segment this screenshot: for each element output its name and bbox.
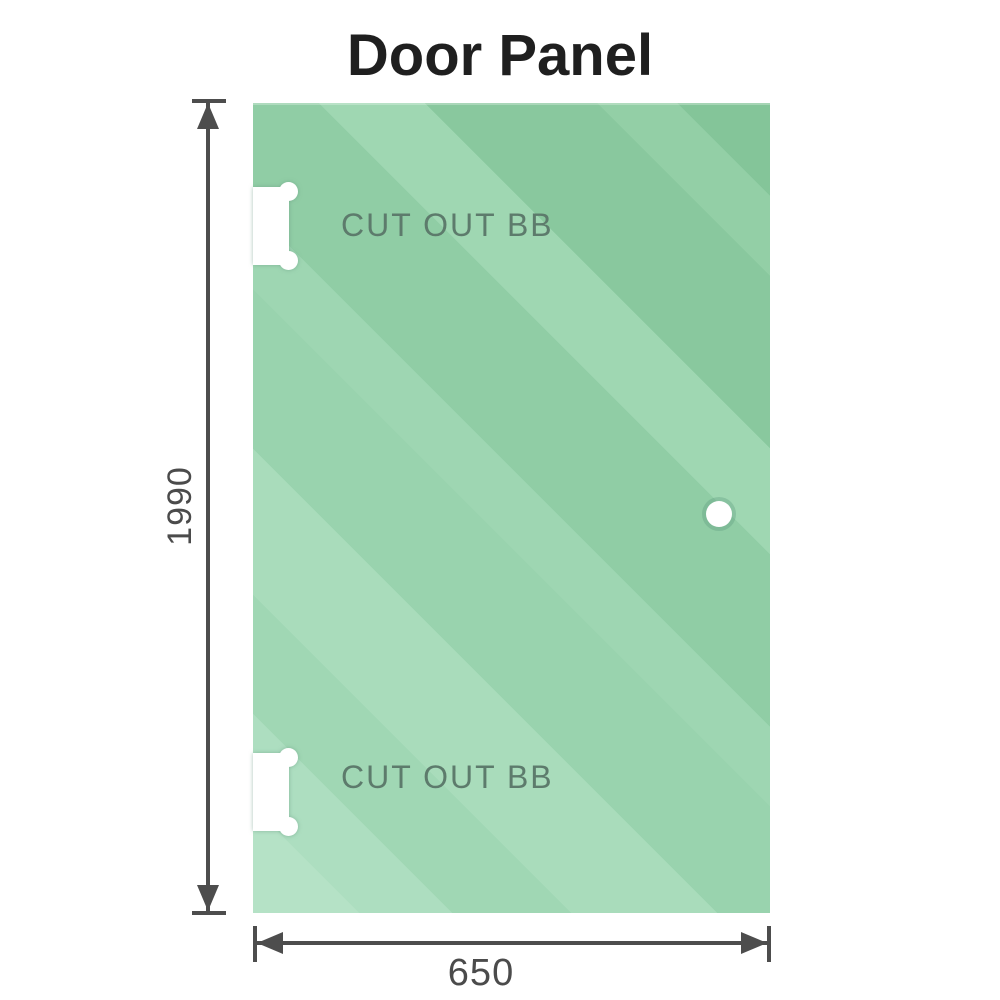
width-arrow-right-icon	[741, 932, 767, 954]
handle-hole	[706, 501, 732, 527]
hinge-cutout-top-bump-upper	[279, 182, 298, 201]
height-dimension-line	[206, 103, 210, 911]
height-arrow-up-icon	[197, 103, 219, 129]
height-dimension-value: 1990	[160, 466, 199, 546]
hinge-cutout-top-bump-lower	[279, 251, 298, 270]
glass-panel: CUT OUT BB CUT OUT BB	[253, 103, 770, 913]
width-arrow-left-icon	[257, 932, 283, 954]
cutout-label-bottom: CUT OUT BB	[341, 759, 554, 795]
hinge-cutout-bottom	[253, 748, 299, 836]
height-dimension-cap-top	[192, 99, 226, 103]
hinge-cutout-bottom-bump-lower	[279, 817, 298, 836]
width-dimension-value: 650	[447, 952, 515, 994]
hinge-cutout-top	[253, 182, 299, 270]
hinge-cutout-bottom-bump-upper	[279, 748, 298, 767]
height-dimension-cap-bottom	[192, 911, 226, 915]
width-dimension-tick-right	[767, 926, 771, 962]
page-title: Door Panel	[346, 23, 654, 88]
width-dimension-line	[255, 941, 769, 945]
cutout-label-top: CUT OUT BB	[341, 207, 554, 243]
height-arrow-down-icon	[197, 885, 219, 911]
